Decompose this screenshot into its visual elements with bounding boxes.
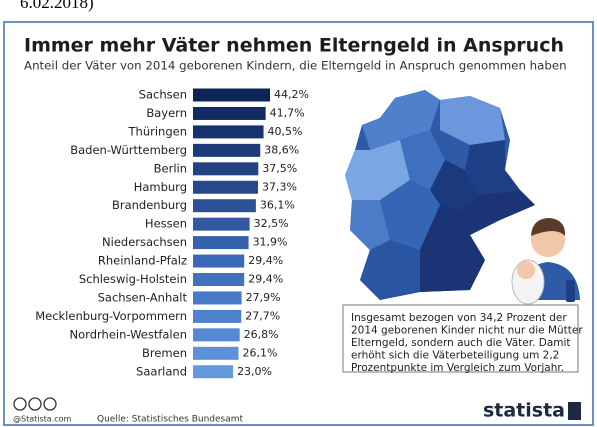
logo-mark xyxy=(568,402,581,420)
baby-head xyxy=(517,261,535,279)
region xyxy=(360,240,420,300)
category-label: Brandenburg xyxy=(112,198,187,212)
annotation-line: erhöht sich die Väterbeteiligung um 2,2 xyxy=(351,350,559,362)
category-label: Bayern xyxy=(146,106,187,120)
category-label: Niedersachsen xyxy=(102,235,187,249)
category-label: Sachsen xyxy=(139,88,187,102)
chart-title: Immer mehr Väter nehmen Elterngeld in An… xyxy=(24,35,564,57)
region xyxy=(350,200,390,250)
footer-site: @Statista.com xyxy=(13,415,72,424)
value-label: 31,9% xyxy=(253,236,288,249)
value-label: 32,5% xyxy=(254,217,289,230)
annotation-line: Elterngeld, sondern auch die Väter. Dami… xyxy=(351,337,571,349)
region xyxy=(420,190,535,292)
value-label: 37,3% xyxy=(262,180,297,193)
bar xyxy=(193,291,242,305)
bar xyxy=(193,125,264,139)
value-label: 40,5% xyxy=(268,125,303,138)
category-label: Sachsen-Anhalt xyxy=(98,290,188,304)
bar xyxy=(193,88,270,102)
value-label: 38,6% xyxy=(264,143,299,156)
bar xyxy=(193,162,259,176)
annotation-line: Prozentpunkte im Vergleich zum Vorjahr. xyxy=(351,362,564,374)
value-label: 36,1% xyxy=(260,199,295,212)
category-label: Nordrhein-Westfalen xyxy=(70,327,187,341)
category-label: Berlin xyxy=(154,161,187,175)
bar xyxy=(193,199,256,213)
value-label: 41,7% xyxy=(270,106,305,119)
category-label: Thüringen xyxy=(128,124,187,138)
footer-source: Quelle: Statistisches Bundesamt xyxy=(97,415,243,425)
category-label: Hamburg xyxy=(134,180,187,194)
value-label: 23,0% xyxy=(237,365,272,378)
category-label: Rheinland-Pfalz xyxy=(98,254,187,268)
bar xyxy=(193,106,266,120)
map xyxy=(345,90,535,300)
value-label: 26,1% xyxy=(242,346,277,359)
annotation-box xyxy=(342,304,579,373)
region xyxy=(362,90,440,150)
bar xyxy=(193,254,245,268)
bar xyxy=(193,309,242,323)
category-label: Schleswig-Holstein xyxy=(79,272,187,286)
caption-fragment: 6.02.2018) xyxy=(20,0,94,12)
value-label: 29,4% xyxy=(248,254,283,267)
bar xyxy=(193,217,250,231)
category-label: Baden-Württemberg xyxy=(70,143,187,157)
region xyxy=(380,180,440,250)
region xyxy=(440,96,505,145)
license-icons xyxy=(13,397,57,411)
bar xyxy=(193,143,261,157)
category-label: Hessen xyxy=(145,217,187,231)
annotation-line: Insgesamt bezogen von 34,2 Prozent der xyxy=(351,312,567,324)
annotation-line: 2014 geborenen Kinder nicht nur die Mütt… xyxy=(351,325,583,337)
bar xyxy=(193,180,258,194)
value-label: 29,4% xyxy=(248,273,283,286)
logo: statista xyxy=(483,400,565,422)
chart-subtitle: Anteil der Väter von 2014 geborenen Kind… xyxy=(24,59,567,73)
person-hair xyxy=(531,218,566,236)
category-label: Mecklenburg-Vorpommern xyxy=(35,309,187,323)
region xyxy=(465,140,520,195)
value-label: 37,5% xyxy=(262,162,297,175)
category-label: Saarland xyxy=(136,364,187,378)
bar xyxy=(193,365,234,379)
bar xyxy=(193,273,245,286)
value-label: 44,2% xyxy=(274,88,309,101)
illustration xyxy=(511,218,580,305)
bar xyxy=(193,346,239,360)
bar xyxy=(193,328,240,342)
value-label: 27,7% xyxy=(245,309,280,322)
bottle xyxy=(566,280,575,302)
category-label: Bremen xyxy=(142,346,187,360)
value-label: 27,9% xyxy=(246,291,281,304)
region xyxy=(430,160,480,210)
region xyxy=(400,130,445,190)
region xyxy=(345,140,410,200)
bar xyxy=(193,236,249,250)
value-label: 26,8% xyxy=(244,328,279,341)
